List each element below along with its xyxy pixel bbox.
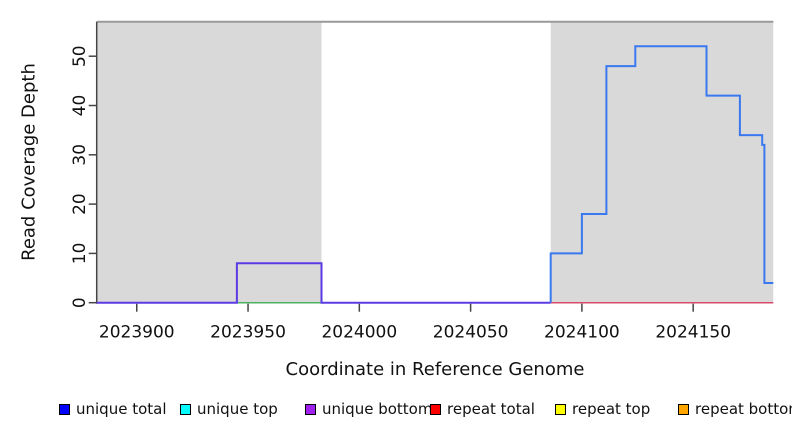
x-axis-title: Coordinate in Reference Genome — [286, 359, 585, 380]
y-tick-label: 10 — [70, 243, 90, 265]
x-tick-label: 2024100 — [544, 323, 620, 343]
axes: 0 10 20 30 40 50 2023900 2023950 2024000 2024050 2… — [70, 20, 774, 343]
repeat-region-right — [550, 21, 774, 303]
x-tick-label: 2023900 — [99, 323, 175, 343]
x-tick-label: 2024000 — [321, 323, 397, 343]
series-unique-bottom-line — [96, 262, 551, 304]
repeat-region-left — [96, 21, 322, 303]
repeat-region-shades — [96, 21, 774, 303]
series-unique-total-line — [549, 45, 774, 303]
y-tick-label: 30 — [70, 144, 90, 166]
y-tick-label: 20 — [70, 193, 90, 215]
x-tick-label: 2024050 — [433, 323, 509, 343]
y-tick-label: 50 — [70, 45, 90, 67]
y-axis-title: Read Coverage Depth — [18, 63, 39, 261]
y-tick-label: 40 — [70, 95, 90, 117]
data-series — [96, 45, 774, 304]
x-tick-label: 2023950 — [210, 323, 286, 343]
y-tick-label: 0 — [70, 297, 90, 308]
x-tick-label: 2024150 — [655, 323, 731, 343]
